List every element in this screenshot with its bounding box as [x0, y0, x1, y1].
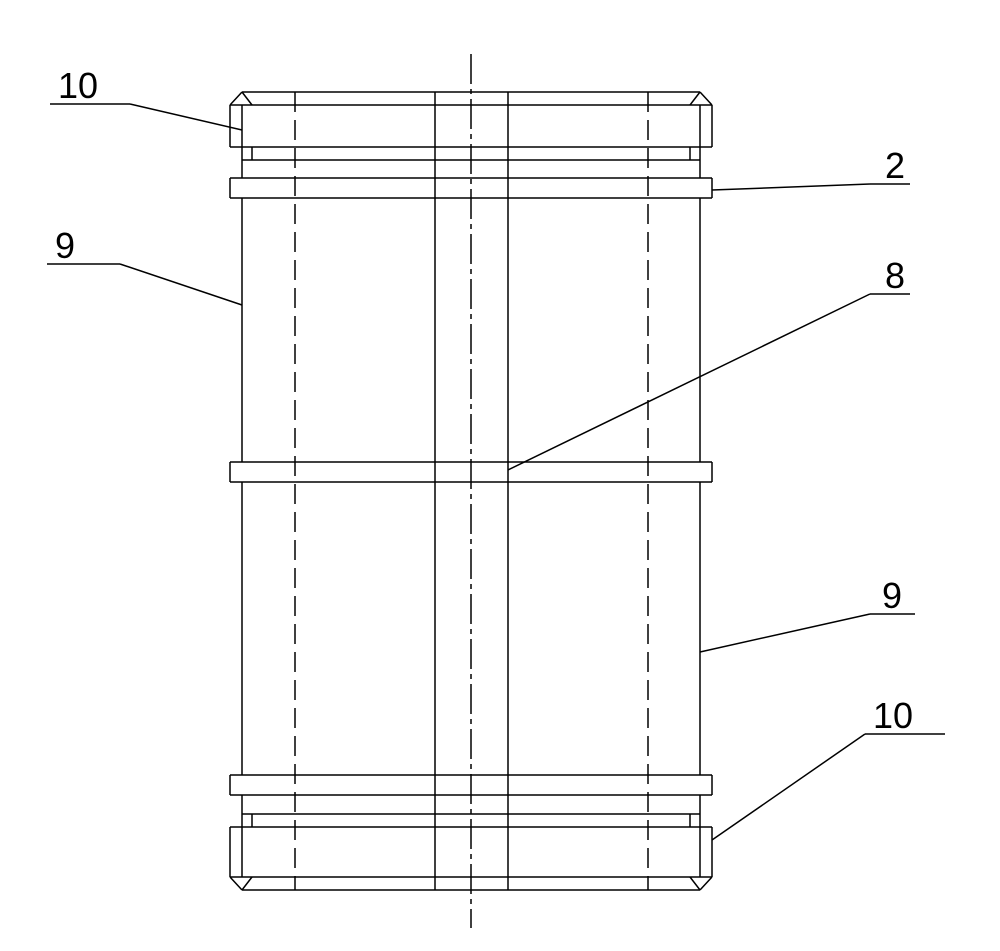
label-9-lower: 9 — [882, 575, 902, 616]
label-9-upper: 9 — [55, 225, 75, 266]
label-10-lower: 10 — [873, 695, 913, 736]
label-2: 2 — [885, 145, 905, 186]
label-10: 10 — [58, 65, 98, 106]
label-8: 8 — [885, 255, 905, 296]
technical-drawing: 10 2 9 8 9 10 — [0, 0, 1000, 951]
